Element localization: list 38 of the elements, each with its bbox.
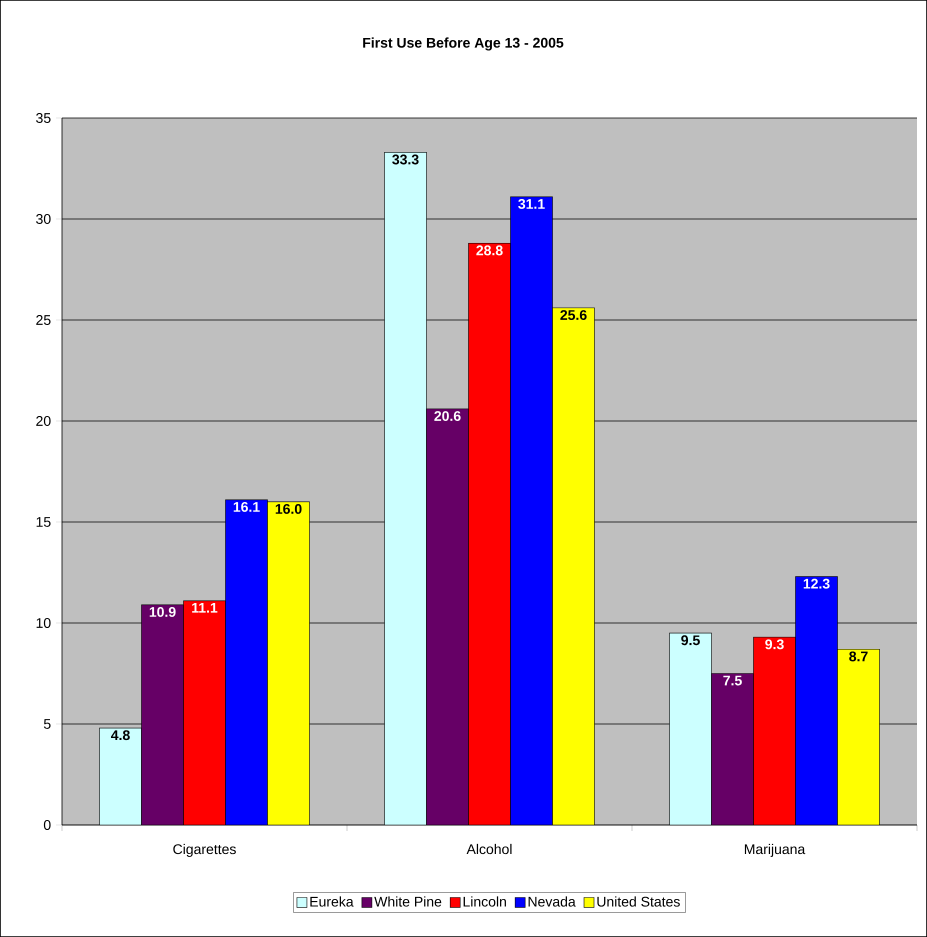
y-tick-label: 0 [44, 820, 51, 830]
legend-label: White Pine [374, 896, 442, 907]
x-tick-label: Alcohol [466, 844, 512, 854]
y-tick-label: 15 [36, 517, 51, 527]
data-label: 16.0 [276, 504, 302, 514]
data-label: 25.6 [560, 310, 587, 320]
data-label: 28.8 [476, 245, 503, 256]
data-label: 4.8 [110, 730, 130, 740]
legend-label: United States [597, 896, 680, 907]
data-label: 31.1 [518, 198, 545, 209]
y-tick-label: 25 [36, 315, 51, 325]
y-tick-label: 35 [36, 113, 51, 123]
data-label: 16.1 [234, 502, 260, 512]
data-label: 8.7 [849, 651, 868, 662]
data-label: 11.1 [192, 602, 218, 613]
y-tick-label: 30 [36, 214, 51, 224]
x-tick-label: Cigarettes [173, 844, 236, 857]
data-label: 33.3 [392, 154, 419, 164]
bar [669, 632, 712, 825]
y-tick-label: 20 [36, 416, 51, 426]
legend-label: Nevada [528, 896, 576, 907]
x-tick-label: Marijuana [744, 844, 806, 857]
bar [795, 576, 838, 825]
data-label: 7.5 [723, 676, 742, 686]
data-label: 9.5 [681, 635, 700, 646]
bar [510, 196, 553, 825]
y-tick-label: 5 [44, 719, 51, 729]
data-label: 10.9 [150, 607, 176, 617]
data-label: 12.3 [804, 578, 830, 589]
data-label: 20.6 [434, 411, 461, 421]
data-label: 9.3 [765, 639, 784, 650]
bar [99, 728, 142, 825]
legend-label: Lincoln [464, 896, 506, 907]
legend-label: Eureka [310, 896, 354, 907]
bar [225, 499, 268, 825]
chart-title: First Use Before Age 13 - 2005 [363, 37, 564, 51]
y-tick-label: 10 [36, 618, 51, 628]
bar [384, 152, 427, 825]
